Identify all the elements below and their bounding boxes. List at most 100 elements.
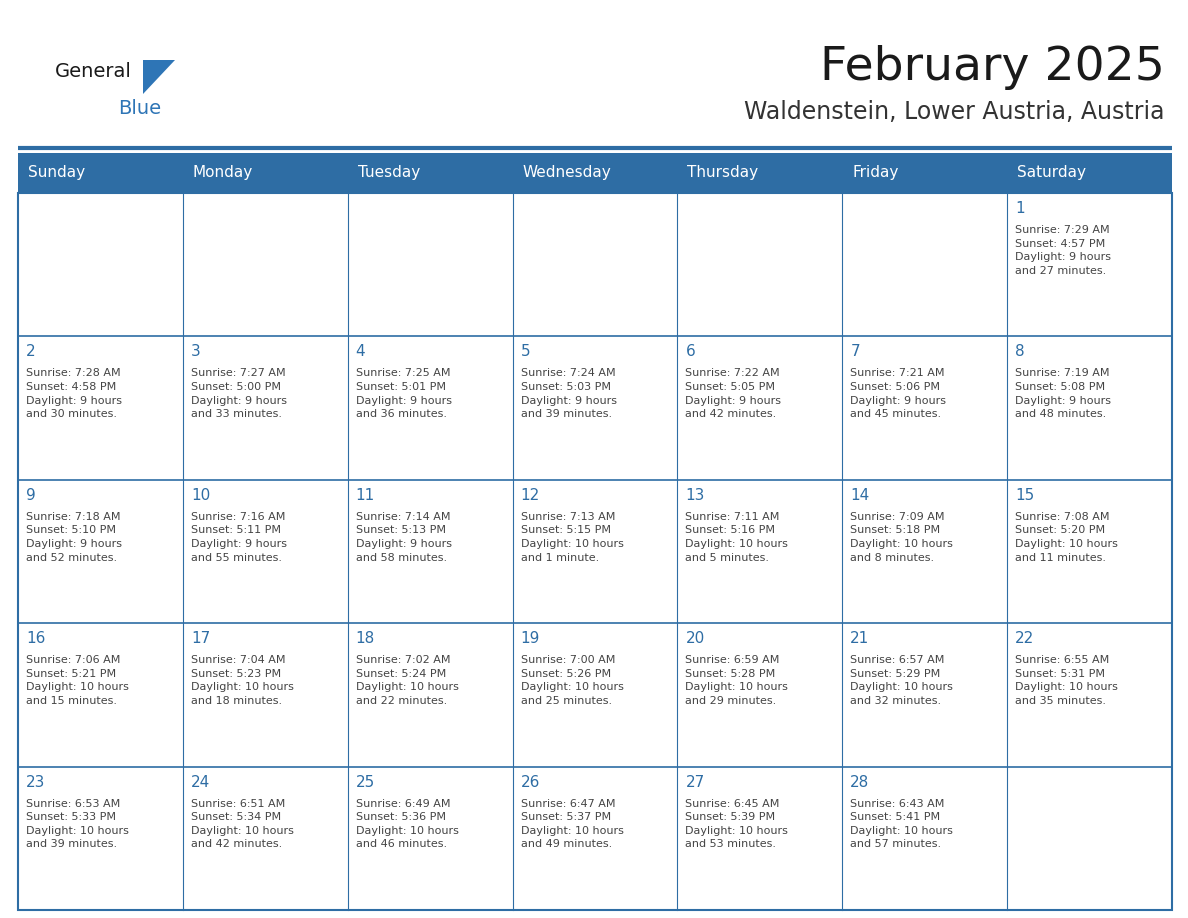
Bar <box>18 336 183 480</box>
Text: Sunrise: 7:21 AM
Sunset: 5:06 PM
Daylight: 9 hours
and 45 minutes.: Sunrise: 7:21 AM Sunset: 5:06 PM Dayligh… <box>851 368 947 420</box>
Bar <box>512 480 677 623</box>
Text: 3: 3 <box>191 344 201 360</box>
Text: 15: 15 <box>1015 487 1035 503</box>
Bar <box>18 623 183 767</box>
Text: Friday: Friday <box>852 165 898 181</box>
Text: Sunrise: 7:16 AM
Sunset: 5:11 PM
Daylight: 9 hours
and 55 minutes.: Sunrise: 7:16 AM Sunset: 5:11 PM Dayligh… <box>191 512 286 563</box>
Text: Saturday: Saturday <box>1017 165 1086 181</box>
Bar <box>1007 480 1173 623</box>
Bar <box>348 480 512 623</box>
Bar <box>183 336 348 480</box>
Text: Sunrise: 7:11 AM
Sunset: 5:16 PM
Daylight: 10 hours
and 5 minutes.: Sunrise: 7:11 AM Sunset: 5:16 PM Dayligh… <box>685 512 789 563</box>
Bar <box>348 193 512 336</box>
Text: 12: 12 <box>520 487 539 503</box>
Text: Wednesday: Wednesday <box>523 165 612 181</box>
Text: 9: 9 <box>26 487 36 503</box>
Bar <box>183 623 348 767</box>
Bar <box>842 193 1007 336</box>
Text: 16: 16 <box>26 632 45 646</box>
Bar <box>348 336 512 480</box>
Bar <box>512 193 677 336</box>
Text: Sunrise: 6:57 AM
Sunset: 5:29 PM
Daylight: 10 hours
and 32 minutes.: Sunrise: 6:57 AM Sunset: 5:29 PM Dayligh… <box>851 655 953 706</box>
Bar <box>842 480 1007 623</box>
Text: 14: 14 <box>851 487 870 503</box>
Text: Sunrise: 7:02 AM
Sunset: 5:24 PM
Daylight: 10 hours
and 22 minutes.: Sunrise: 7:02 AM Sunset: 5:24 PM Dayligh… <box>355 655 459 706</box>
Bar <box>183 193 348 336</box>
Text: General: General <box>55 62 132 81</box>
Text: 4: 4 <box>355 344 366 360</box>
Text: 26: 26 <box>520 775 541 789</box>
Text: Sunrise: 7:04 AM
Sunset: 5:23 PM
Daylight: 10 hours
and 18 minutes.: Sunrise: 7:04 AM Sunset: 5:23 PM Dayligh… <box>191 655 293 706</box>
Text: Sunrise: 7:13 AM
Sunset: 5:15 PM
Daylight: 10 hours
and 1 minute.: Sunrise: 7:13 AM Sunset: 5:15 PM Dayligh… <box>520 512 624 563</box>
Text: Sunrise: 6:59 AM
Sunset: 5:28 PM
Daylight: 10 hours
and 29 minutes.: Sunrise: 6:59 AM Sunset: 5:28 PM Dayligh… <box>685 655 789 706</box>
Text: 21: 21 <box>851 632 870 646</box>
Text: 24: 24 <box>191 775 210 789</box>
Bar <box>677 480 842 623</box>
Bar <box>18 193 1173 910</box>
Text: Sunrise: 7:22 AM
Sunset: 5:05 PM
Daylight: 9 hours
and 42 minutes.: Sunrise: 7:22 AM Sunset: 5:05 PM Dayligh… <box>685 368 782 420</box>
Text: Sunrise: 7:19 AM
Sunset: 5:08 PM
Daylight: 9 hours
and 48 minutes.: Sunrise: 7:19 AM Sunset: 5:08 PM Dayligh… <box>1015 368 1111 420</box>
Text: Sunrise: 7:00 AM
Sunset: 5:26 PM
Daylight: 10 hours
and 25 minutes.: Sunrise: 7:00 AM Sunset: 5:26 PM Dayligh… <box>520 655 624 706</box>
Bar <box>1007 623 1173 767</box>
Text: Sunrise: 6:51 AM
Sunset: 5:34 PM
Daylight: 10 hours
and 42 minutes.: Sunrise: 6:51 AM Sunset: 5:34 PM Dayligh… <box>191 799 293 849</box>
Text: Sunrise: 6:47 AM
Sunset: 5:37 PM
Daylight: 10 hours
and 49 minutes.: Sunrise: 6:47 AM Sunset: 5:37 PM Dayligh… <box>520 799 624 849</box>
Bar <box>183 767 348 910</box>
Bar <box>842 623 1007 767</box>
Text: Sunrise: 7:08 AM
Sunset: 5:20 PM
Daylight: 10 hours
and 11 minutes.: Sunrise: 7:08 AM Sunset: 5:20 PM Dayligh… <box>1015 512 1118 563</box>
Text: Blue: Blue <box>118 99 162 118</box>
Bar <box>677 336 842 480</box>
Text: Sunrise: 6:53 AM
Sunset: 5:33 PM
Daylight: 10 hours
and 39 minutes.: Sunrise: 6:53 AM Sunset: 5:33 PM Dayligh… <box>26 799 128 849</box>
Text: Sunrise: 6:55 AM
Sunset: 5:31 PM
Daylight: 10 hours
and 35 minutes.: Sunrise: 6:55 AM Sunset: 5:31 PM Dayligh… <box>1015 655 1118 706</box>
Bar <box>1007 193 1173 336</box>
Text: 28: 28 <box>851 775 870 789</box>
Text: 18: 18 <box>355 632 375 646</box>
Text: 27: 27 <box>685 775 704 789</box>
Bar <box>677 193 842 336</box>
Bar <box>512 767 677 910</box>
Text: 10: 10 <box>191 487 210 503</box>
Text: 23: 23 <box>26 775 45 789</box>
Text: Sunrise: 7:09 AM
Sunset: 5:18 PM
Daylight: 10 hours
and 8 minutes.: Sunrise: 7:09 AM Sunset: 5:18 PM Dayligh… <box>851 512 953 563</box>
Text: February 2025: February 2025 <box>820 46 1165 91</box>
Polygon shape <box>143 60 175 94</box>
Bar <box>18 767 183 910</box>
Bar <box>348 767 512 910</box>
Text: Sunrise: 7:29 AM
Sunset: 4:57 PM
Daylight: 9 hours
and 27 minutes.: Sunrise: 7:29 AM Sunset: 4:57 PM Dayligh… <box>1015 225 1111 275</box>
Bar <box>18 193 183 336</box>
Bar <box>677 623 842 767</box>
Text: Thursday: Thursday <box>688 165 759 181</box>
Bar <box>1007 767 1173 910</box>
Text: Monday: Monday <box>192 165 253 181</box>
Bar <box>512 623 677 767</box>
Text: 17: 17 <box>191 632 210 646</box>
Text: Sunrise: 7:14 AM
Sunset: 5:13 PM
Daylight: 9 hours
and 58 minutes.: Sunrise: 7:14 AM Sunset: 5:13 PM Dayligh… <box>355 512 451 563</box>
Text: Sunrise: 7:18 AM
Sunset: 5:10 PM
Daylight: 9 hours
and 52 minutes.: Sunrise: 7:18 AM Sunset: 5:10 PM Dayligh… <box>26 512 122 563</box>
Bar <box>677 767 842 910</box>
Text: 22: 22 <box>1015 632 1035 646</box>
Bar <box>1007 336 1173 480</box>
Text: 6: 6 <box>685 344 695 360</box>
Text: Sunrise: 6:45 AM
Sunset: 5:39 PM
Daylight: 10 hours
and 53 minutes.: Sunrise: 6:45 AM Sunset: 5:39 PM Dayligh… <box>685 799 789 849</box>
Text: Sunrise: 7:24 AM
Sunset: 5:03 PM
Daylight: 9 hours
and 39 minutes.: Sunrise: 7:24 AM Sunset: 5:03 PM Dayligh… <box>520 368 617 420</box>
Text: Sunrise: 7:28 AM
Sunset: 4:58 PM
Daylight: 9 hours
and 30 minutes.: Sunrise: 7:28 AM Sunset: 4:58 PM Dayligh… <box>26 368 122 420</box>
Text: Sunrise: 7:25 AM
Sunset: 5:01 PM
Daylight: 9 hours
and 36 minutes.: Sunrise: 7:25 AM Sunset: 5:01 PM Dayligh… <box>355 368 451 420</box>
Text: Waldenstein, Lower Austria, Austria: Waldenstein, Lower Austria, Austria <box>745 100 1165 124</box>
Text: Sunday: Sunday <box>29 165 86 181</box>
Text: Tuesday: Tuesday <box>358 165 421 181</box>
Bar <box>18 153 1173 193</box>
Text: 11: 11 <box>355 487 375 503</box>
Text: 20: 20 <box>685 632 704 646</box>
Text: 1: 1 <box>1015 201 1025 216</box>
Bar <box>842 336 1007 480</box>
Bar <box>18 480 183 623</box>
Text: 25: 25 <box>355 775 375 789</box>
Text: Sunrise: 7:06 AM
Sunset: 5:21 PM
Daylight: 10 hours
and 15 minutes.: Sunrise: 7:06 AM Sunset: 5:21 PM Dayligh… <box>26 655 128 706</box>
Text: 8: 8 <box>1015 344 1025 360</box>
Bar <box>512 336 677 480</box>
Text: Sunrise: 6:43 AM
Sunset: 5:41 PM
Daylight: 10 hours
and 57 minutes.: Sunrise: 6:43 AM Sunset: 5:41 PM Dayligh… <box>851 799 953 849</box>
Text: 7: 7 <box>851 344 860 360</box>
Text: 2: 2 <box>26 344 36 360</box>
Bar <box>348 623 512 767</box>
Text: 5: 5 <box>520 344 530 360</box>
Text: 19: 19 <box>520 632 541 646</box>
